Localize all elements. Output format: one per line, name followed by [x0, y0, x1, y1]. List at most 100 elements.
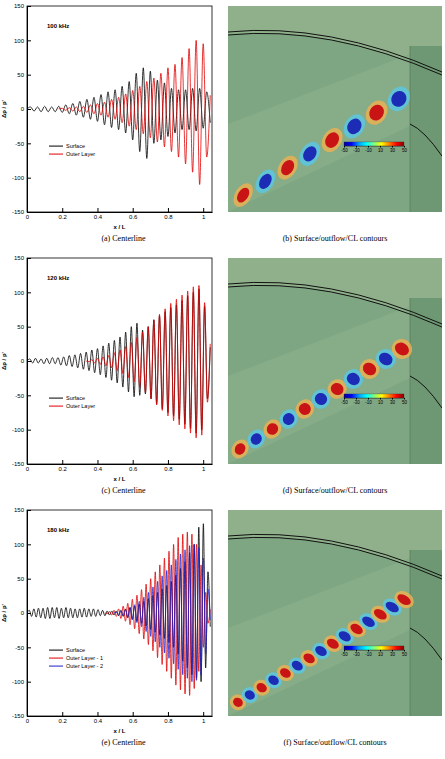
y-axis-tick-label: 150: [14, 3, 25, 9]
y-axis-tick: 0: [21, 610, 31, 616]
plot-lines: [27, 285, 210, 437]
wave-core: [361, 360, 379, 377]
x-axis-tick-mark: [97, 208, 98, 212]
y-axis-tick-mark: [27, 682, 31, 683]
wave-core: [366, 102, 387, 123]
y-axis-tick-label: 50: [17, 324, 24, 330]
x-axis-title: x / L: [113, 476, 125, 482]
wave-core: [329, 381, 346, 398]
y-axis-tick-label: -150: [12, 209, 25, 215]
y-axis-title: Δp / p': [1, 351, 7, 370]
x-axis-tick: 0.2: [59, 208, 68, 220]
x-axis-tick: 0.4: [94, 712, 103, 724]
wave-core: [281, 411, 297, 427]
y-axis-tick-label: 150: [14, 255, 25, 261]
x-axis-tick: 0.6: [129, 208, 138, 220]
x-axis-tick-mark: [62, 460, 63, 464]
legend-swatch: [49, 398, 63, 399]
colorbar-axis-tick-label: -30: [353, 652, 360, 657]
colorbar-axis-tick-label: 50: [402, 400, 408, 405]
caption: (e) Centerline: [101, 738, 146, 747]
colorbar-axis-tick-label: -10: [365, 400, 372, 405]
legend-label: Surface: [66, 647, 85, 653]
x-axis-tick: 0.6: [129, 460, 138, 472]
caption: (c) Centerline: [101, 486, 146, 495]
series-line: [59, 40, 211, 184]
series-line: [86, 285, 210, 437]
x-axis-tick-label: 1: [202, 466, 206, 472]
legend-swatch: [49, 666, 63, 667]
series-line: [105, 532, 210, 695]
y-axis-tick: 100: [14, 542, 31, 548]
colorbar-axis-tick: -10: [365, 398, 372, 405]
shock-line: [228, 33, 442, 75]
outflow-edge: [410, 298, 411, 464]
y-axis-tick-mark: [27, 579, 31, 580]
wave-core: [297, 401, 314, 418]
colorbar: [344, 142, 404, 146]
x-axis-tick: 0.2: [59, 712, 68, 724]
y-axis-tick: 50: [17, 576, 31, 582]
outflow-edge: [410, 46, 411, 212]
y-axis-tick: 100: [14, 290, 31, 296]
x-axis-tick-label: 0.8: [164, 466, 173, 472]
wave-halo: [383, 82, 414, 115]
contour-background: [228, 6, 442, 212]
x-axis-tick: 0.8: [164, 712, 173, 724]
y-axis-tick-label: 0: [21, 358, 25, 364]
colorbar-axis: -50-30-10103050: [341, 146, 407, 153]
contour-background: [228, 258, 442, 464]
y-axis-tick-label: -150: [12, 713, 25, 719]
colorbar-axis-tick: 30: [390, 398, 396, 405]
legend-label: Surface: [66, 395, 85, 401]
wave-core: [388, 88, 409, 110]
colorbar-axis-tick-label: 30: [390, 652, 396, 657]
colorbar-axis-tick: -10: [365, 146, 372, 153]
shock-line: [228, 282, 442, 324]
wave-halo: [339, 110, 369, 142]
y-axis-tick: -50: [15, 645, 31, 651]
annotation: 180 kHz: [47, 527, 69, 533]
y-axis-tick: 150: [14, 507, 31, 513]
legend-label: Outer Layer: [66, 403, 95, 409]
surface-plane: [228, 558, 410, 716]
surface-plane: [228, 54, 410, 212]
shock-line: [228, 30, 442, 72]
x-axis-tick-label: 0.2: [59, 214, 68, 220]
x-axis-tick-mark: [97, 712, 98, 716]
wave-halo: [251, 166, 279, 197]
y-axis: -150-100-50050100150: [12, 507, 31, 719]
x-axis-tick: 0.8: [164, 460, 173, 472]
colorbar-axis-tick: -10: [365, 650, 372, 657]
figure: 00.20.40.60.81-150-100-50050100150100 kH…: [0, 0, 445, 759]
legend: SurfaceOuter Layer - 1Outer Layer - 2: [49, 647, 103, 669]
colorbar-axis-tick-label: 50: [402, 148, 408, 153]
contour-panel: -50-30-10103050(d) Surface/outflow/CL co…: [228, 258, 442, 495]
x-axis-tick-label: 0.8: [164, 214, 173, 220]
x-axis-tick: 0.8: [164, 208, 173, 220]
y-axis-tick-label: 0: [21, 610, 25, 616]
plot-lines: [27, 524, 210, 696]
colorbar-axis-tick-label: -10: [365, 148, 372, 153]
colorbar-axis-tick: 10: [378, 146, 384, 153]
y-axis-tick-label: -50: [15, 645, 24, 651]
x-axis-tick-label: 0.4: [94, 718, 103, 724]
x-axis-tick: 0.4: [94, 460, 103, 472]
colorbar-axis-tick-label: -50: [341, 400, 348, 405]
y-axis-tick-mark: [27, 75, 31, 76]
y-axis-tick: -150: [12, 209, 31, 215]
colorbar: [344, 394, 404, 398]
x-axis-tick-mark: [62, 208, 63, 212]
y-axis-tick-label: 50: [17, 72, 24, 78]
y-axis-tick-label: -50: [15, 141, 24, 147]
y-axis-tick-mark: [27, 361, 31, 362]
x-axis-tick-mark: [62, 712, 63, 716]
colorbar: [344, 646, 404, 650]
x-axis-tick-label: 0: [26, 718, 30, 724]
colorbar-axis-tick-label: -10: [365, 652, 372, 657]
x-axis-tick-mark: [203, 208, 204, 212]
y-axis-tick-label: 50: [17, 576, 24, 582]
wave-core: [234, 185, 251, 204]
x-axis-tick: 1: [202, 712, 206, 724]
wave-halo: [361, 96, 392, 129]
